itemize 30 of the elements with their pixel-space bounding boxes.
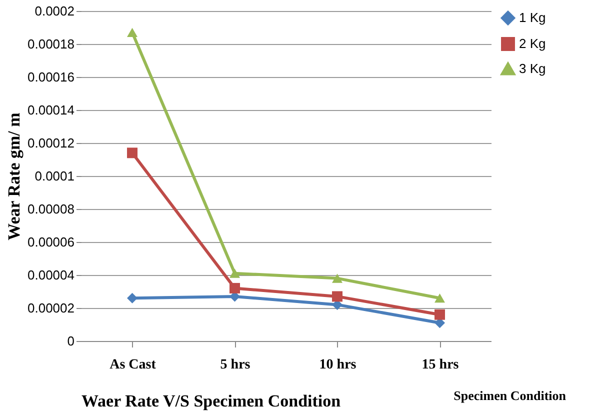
- y-tick-label: 0.00008: [28, 202, 74, 216]
- point: [127, 148, 138, 158]
- y-tick-label: 0: [67, 334, 74, 348]
- point: [434, 309, 445, 320]
- y-tick-label: 0.00012: [28, 136, 74, 150]
- y-tick-label: 0.0001: [34, 168, 74, 184]
- point: [230, 268, 240, 278]
- y-tick-label: 0.00006: [28, 234, 74, 250]
- y-tick-label: 0.0002: [34, 4, 74, 18]
- x-tick-label: As Cast: [110, 358, 156, 372]
- y-axis-title: Wear Rate gm/ m: [4, 112, 24, 240]
- point: [332, 291, 342, 302]
- x-tick-label: 10 hrs: [319, 358, 357, 372]
- point: [332, 274, 342, 283]
- legend-label: 3 Kg: [519, 61, 546, 76]
- x-tick-label: 15 hrs: [422, 358, 460, 372]
- legend-label: 2 Kg: [519, 36, 546, 51]
- x-axis-title: Waer Rate V/S Specimen Condition: [82, 392, 342, 410]
- y-tick-label: 0.00018: [28, 36, 74, 52]
- point: [230, 282, 240, 294]
- y-tick-label: 0.00016: [28, 70, 74, 84]
- x-tick-label: 5 hrs: [220, 358, 251, 372]
- y-tick-label: 0.00004: [28, 268, 74, 282]
- point: [127, 292, 138, 304]
- text: Specimen Condition: [454, 388, 567, 403]
- legend-label: 1 Kg: [519, 10, 546, 25]
- point: [127, 28, 138, 37]
- y-tick-label: 0.00002: [28, 300, 74, 316]
- y-tick-label: 0.00014: [28, 102, 74, 118]
- point: [434, 294, 445, 303]
